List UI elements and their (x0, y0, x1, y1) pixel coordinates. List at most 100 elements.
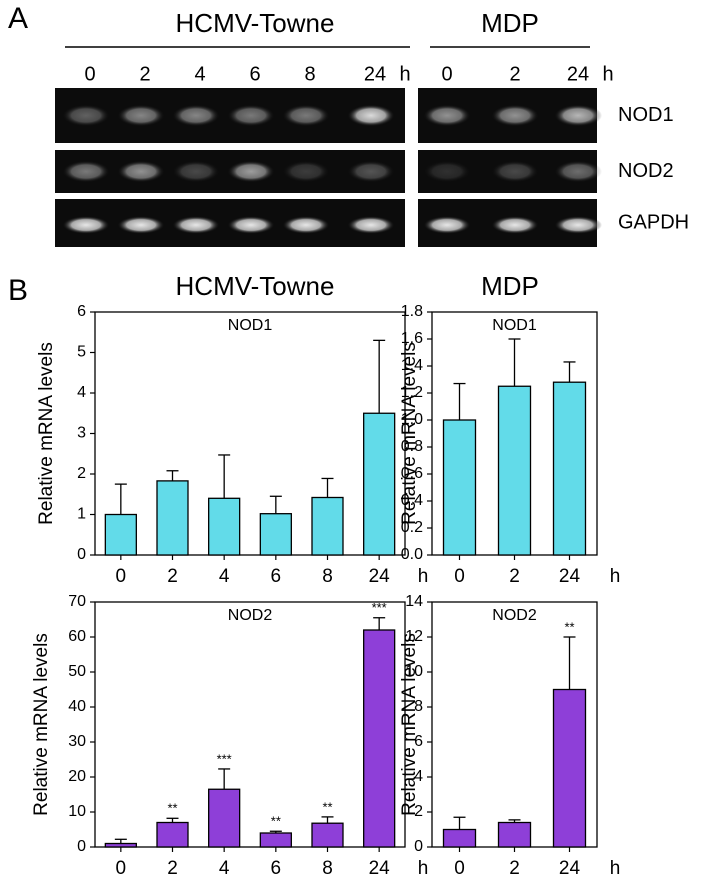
lane-label: 24 (567, 63, 589, 85)
x-tick-label: 6 (271, 858, 282, 879)
gel-band (172, 216, 220, 234)
gel-band (347, 216, 395, 234)
bar (442, 419, 477, 556)
x-axis-unit: h (610, 566, 621, 587)
gel-band (117, 104, 165, 127)
gel-band (282, 104, 330, 127)
bar (259, 832, 292, 848)
gene-label: GAPDH (618, 211, 689, 233)
x-tick-label: 4 (219, 858, 230, 879)
x-tick-label: 0 (454, 566, 465, 587)
unit-label: h (602, 63, 613, 85)
bar (552, 381, 587, 556)
y-tick-label: 50 (68, 663, 86, 680)
lane-label: 2 (139, 63, 150, 85)
y-tick-label: 1.6 (401, 330, 423, 347)
lane-label: 2 (509, 63, 520, 85)
significance-label: ** (167, 801, 177, 816)
bar (104, 842, 137, 848)
x-tick-label: 8 (322, 566, 333, 587)
bar (497, 385, 532, 556)
gel-band (117, 216, 165, 234)
gene-label: NOD1 (618, 104, 674, 126)
lane-label: 0 (441, 63, 452, 85)
gel-band (491, 104, 539, 127)
y-tick-label: 12 (405, 628, 423, 645)
group-header: HCMV-Towne (176, 271, 335, 301)
unit-label: h (399, 63, 410, 85)
y-tick-label: 0 (414, 838, 423, 855)
bar (259, 513, 292, 556)
y-tick-label: 0.8 (401, 438, 423, 455)
bar (442, 828, 477, 848)
bar (363, 412, 396, 556)
significance-label: *** (372, 600, 387, 615)
group-header: HCMV-Towne (176, 8, 335, 38)
y-axis-label: Relative mRNA levels (399, 633, 420, 816)
y-tick-label: 30 (68, 733, 86, 750)
gel-band (423, 216, 471, 234)
y-tick-label: 4 (77, 384, 86, 401)
gel-band (227, 216, 275, 234)
x-tick-label: 24 (559, 566, 581, 587)
y-tick-label: 2 (414, 803, 423, 820)
gel-band (62, 104, 110, 127)
x-tick-label: 24 (369, 858, 391, 879)
gel-band (227, 104, 275, 127)
x-axis-unit: h (418, 858, 429, 879)
x-tick-label: 2 (167, 858, 178, 879)
y-tick-label: 10 (68, 803, 86, 820)
y-tick-label: 4 (414, 768, 423, 785)
lane-label: 4 (194, 63, 205, 85)
y-axis-label: Relative mRNA levels (399, 342, 420, 525)
bar (208, 497, 241, 556)
y-tick-label: 1.4 (401, 357, 423, 374)
panel-label: B (8, 274, 28, 307)
gel-band (491, 160, 539, 183)
y-tick-label: 0.0 (401, 546, 423, 563)
gel-band (554, 104, 602, 127)
x-tick-label: 2 (167, 566, 178, 587)
y-tick-label: 1 (77, 506, 86, 523)
y-tick-label: 5 (77, 344, 86, 361)
gel-band (172, 104, 220, 127)
group-header: MDP (481, 271, 539, 301)
x-tick-label: 0 (116, 858, 127, 879)
gel-band (117, 160, 165, 183)
bar (552, 688, 587, 848)
x-tick-label: 24 (559, 858, 581, 879)
y-axis-label: Relative mRNA levels (31, 633, 52, 816)
x-tick-label: 2 (509, 566, 520, 587)
y-tick-label: 14 (405, 593, 423, 610)
chart-title: NOD1 (492, 317, 537, 334)
x-tick-label: 0 (454, 858, 465, 879)
gel-band (554, 216, 602, 234)
gel-band (282, 160, 330, 183)
y-tick-label: 0.2 (401, 519, 423, 536)
gel-band (62, 216, 110, 234)
significance-label: ** (564, 619, 574, 634)
y-tick-label: 20 (68, 768, 86, 785)
lane-label: 8 (304, 63, 315, 85)
gel-band (347, 104, 395, 127)
y-tick-label: 2 (77, 465, 86, 482)
bar (311, 496, 344, 556)
gene-label: NOD2 (618, 160, 674, 182)
lane-label: 6 (249, 63, 260, 85)
lane-label: 0 (84, 63, 95, 85)
y-tick-label: 60 (68, 628, 86, 645)
gel-band (282, 216, 330, 234)
bar (497, 821, 532, 848)
y-tick-label: 10 (405, 663, 423, 680)
x-tick-label: 4 (219, 566, 230, 587)
x-axis-unit: h (418, 566, 429, 587)
y-tick-label: 0 (77, 838, 86, 855)
gel-band (423, 104, 471, 127)
lane-label: 24 (364, 63, 386, 85)
x-axis-unit: h (610, 858, 621, 879)
y-tick-label: 70 (68, 593, 86, 610)
bar (104, 513, 137, 556)
y-tick-label: 1.8 (401, 303, 423, 320)
x-tick-label: 6 (271, 566, 282, 587)
y-tick-label: 1.2 (401, 384, 423, 401)
